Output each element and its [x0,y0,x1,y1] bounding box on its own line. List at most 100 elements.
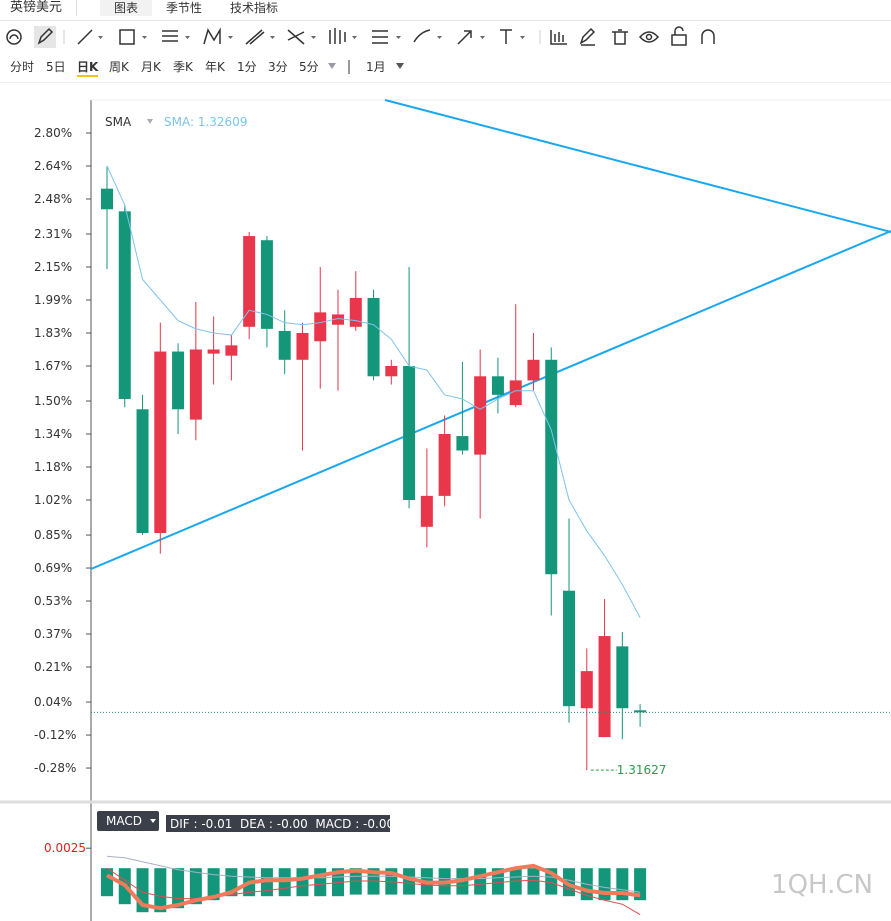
candle-body [332,314,345,325]
tool-delete[interactable] [612,29,628,45]
y-tick-label: 1.34% [34,427,72,441]
tool-lock[interactable] [671,26,687,46]
tool-arrow[interactable] [457,30,485,45]
macd-bar [527,868,540,895]
y-tick-label: -0.28% [34,761,76,775]
candle-body [207,349,220,354]
y-tick-label: 0.21% [34,660,72,674]
y-tick-label: 1.02% [34,493,72,507]
candle-body [172,351,185,410]
candle-body [438,434,451,496]
tool-fib[interactable] [162,30,190,42]
y-tick-label: 1.18% [34,460,72,474]
indicator-value: SMA: 1.32609 [164,115,247,129]
tool-stats[interactable] [550,30,567,45]
candle-body [527,359,540,381]
macd-line [106,855,641,893]
y-tick-label: 1.99% [34,293,72,307]
period-button[interactable]: 1分 [237,60,257,74]
y-tick-label: 0.04% [34,695,72,709]
candle-body [545,359,558,575]
tool-channel[interactable] [245,29,275,45]
trend-line[interactable] [90,230,891,570]
y-tick-label: 1.67% [34,359,72,373]
tool-line[interactable] [77,29,103,45]
candle-body [349,297,362,327]
period-button[interactable]: 1月 [366,60,386,74]
macd-bar [296,868,309,897]
tool-visibility[interactable] [638,31,660,43]
period-button[interactable]: 周K [109,60,129,74]
dropdown-icon[interactable] [328,63,336,69]
candle-body [403,365,416,500]
period-button[interactable]: 5日 [46,60,66,74]
period-button[interactable]: 月K [141,60,161,74]
macd-title[interactable]: MACD [106,814,142,828]
tool-cross[interactable] [287,29,316,45]
tool-text[interactable] [500,29,525,44]
period-button[interactable]: 日K [77,59,99,77]
tab[interactable]: 技术指标 [230,1,279,15]
macd-bar [403,868,416,895]
candle-body [154,351,167,533]
y-tick-label: 0.0025 [44,841,86,855]
candle-body [296,332,309,360]
dropdown-icon [150,819,156,823]
indicator-name[interactable]: SMA [105,115,132,129]
macd-line [106,863,641,911]
watermark: 1QH.CN [771,870,873,900]
period-button[interactable]: 3分 [268,60,288,74]
y-tick-label: 0.85% [34,528,72,542]
period-button[interactable]: 5分 [299,60,319,74]
y-tick-label: -0.12% [34,728,76,742]
macd-bar [189,868,202,905]
tool-brush[interactable] [413,29,442,43]
candle-body [101,188,113,210]
candle-body [314,312,327,342]
price-plot: 2.80% 2.64% 2.48% 2.31% 2.15% 1.99% 1.83% 1.67%… [34,126,891,777]
candle-body [474,376,487,455]
tool-pattern[interactable] [203,27,233,45]
y-tick-label: 2.80% [34,126,72,140]
y-tick-label: 2.48% [34,192,72,206]
tab[interactable]: 季节性 [166,1,203,15]
macd-bar [154,868,167,913]
candle-body [225,345,238,356]
candle-body [278,330,291,360]
candle-body [580,671,593,709]
sma-line [106,165,641,618]
symbol: 英镑美元 [10,0,78,16]
macd-bar [474,868,487,895]
tab[interactable]: 图表 [100,0,153,16]
candle-body [509,380,522,406]
candle-body [563,590,576,707]
tool-pen[interactable] [34,26,56,48]
period-button[interactable]: 季K [173,60,193,74]
tool-edit[interactable] [579,27,596,46]
period-button[interactable]: 分时 [10,60,35,74]
tool-cursor[interactable] [6,29,22,45]
macd-legend: DIF : -0.01 DEA : -0.00 MACD : -0.00 [170,817,394,831]
macd-bar [314,868,327,897]
period-button[interactable]: 年K [205,60,225,74]
dropdown-icon[interactable] [147,119,153,124]
candle-body [367,297,380,377]
candle-body [456,436,469,451]
y-tick-label: 0.53% [34,594,72,608]
trend-line[interactable] [384,99,891,233]
candle-body [491,376,504,395]
period-decor [328,60,404,74]
tool-measure[interactable] [372,30,401,44]
candle-body [385,365,398,377]
tool-rect[interactable] [119,29,147,45]
tool-bars[interactable] [329,28,357,44]
dropdown-icon[interactable] [396,63,404,69]
tool-magnet[interactable] [701,29,715,44]
candle-body [420,495,433,527]
y-tick-label: 1.50% [34,394,72,408]
indicator-select[interactable] [97,811,159,831]
toolbar [6,26,715,48]
